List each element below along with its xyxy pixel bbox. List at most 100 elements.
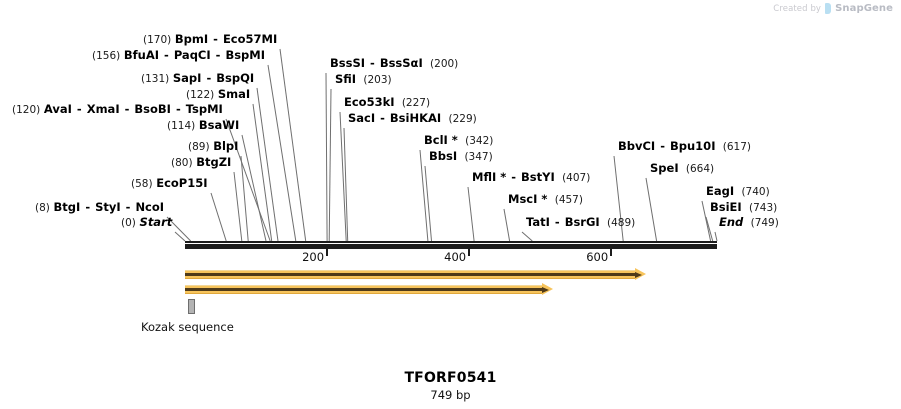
- site-enzyme-group: MscI *: [508, 192, 547, 206]
- site-enzyme-group: BtgI - StyI - NcoI: [54, 200, 165, 214]
- restriction-site-label[interactable]: (156) BfuAI - PaqCI - BspMI: [92, 49, 265, 63]
- enzyme-name[interactable]: NcoI: [135, 200, 165, 214]
- site-position: (203): [363, 74, 392, 86]
- enzyme-name[interactable]: AvaI: [43, 102, 72, 116]
- restriction-site-label[interactable]: EagI (740): [706, 185, 770, 199]
- snapgene-watermark: Created by SnapGene: [773, 3, 893, 14]
- restriction-site-label[interactable]: (89) BlpI: [188, 140, 238, 154]
- enzyme-name[interactable]: Start: [139, 215, 173, 229]
- kozak-sequence-feature[interactable]: [188, 299, 195, 314]
- restriction-site-label[interactable]: SacI - BsiHKAI (229): [348, 112, 477, 126]
- enzyme-name[interactable]: TatI: [526, 215, 550, 229]
- site-position: (156): [92, 50, 121, 62]
- enzyme-name[interactable]: BsoBI: [134, 102, 171, 116]
- site-enzyme-group: SfiI: [335, 72, 356, 86]
- enzyme-name[interactable]: StyI: [95, 200, 121, 214]
- restriction-site-label[interactable]: Eco53kI (227): [344, 96, 430, 110]
- kozak-sequence-label: Kozak sequence: [141, 320, 234, 334]
- enzyme-name[interactable]: SfiI: [335, 72, 357, 86]
- site-enzyme-group: MflI * - BstYI: [472, 170, 555, 184]
- watermark-brand: SnapGene: [835, 3, 893, 14]
- site-enzyme-group: SacI - BsiHKAI: [348, 111, 441, 125]
- restriction-site-label[interactable]: (8) BtgI - StyI - NcoI: [35, 201, 164, 215]
- enzyme-name[interactable]: BclI *: [424, 133, 458, 147]
- enzyme-name[interactable]: Eco57MI: [222, 32, 278, 46]
- site-enzyme-group: End: [719, 215, 743, 229]
- restriction-site-label[interactable]: (131) SapI - BspQI: [141, 72, 254, 86]
- sequence-name: TFORF0541: [404, 370, 497, 386]
- enzyme-name[interactable]: BpmI: [174, 32, 209, 46]
- restriction-site-label[interactable]: MscI * (457): [508, 193, 583, 207]
- restriction-site-label[interactable]: BsiEI (743): [710, 201, 777, 215]
- site-position: (743): [749, 202, 778, 214]
- enzyme-name[interactable]: SmaI: [217, 87, 251, 101]
- site-position: (80): [171, 157, 193, 169]
- enzyme-name[interactable]: MflI *: [472, 170, 507, 184]
- orf-arrowhead-core: [635, 271, 642, 278]
- restriction-site-label[interactable]: SfiI (203): [335, 73, 392, 87]
- restriction-site-label[interactable]: BbvCI - Bpu10I (617): [618, 140, 751, 154]
- site-position: (740): [741, 186, 770, 198]
- enzyme-separator: -: [72, 102, 86, 116]
- enzyme-separator: -: [209, 32, 222, 46]
- enzyme-name[interactable]: BtgZI: [196, 155, 232, 169]
- restriction-site-label[interactable]: TatI - BsrGI (489): [526, 216, 635, 230]
- enzyme-name[interactable]: BstYI: [521, 170, 555, 184]
- enzyme-name[interactable]: BssSαI: [379, 56, 423, 70]
- site-position: (8): [35, 202, 50, 214]
- enzyme-name[interactable]: BspMI: [225, 48, 266, 62]
- site-position: (342): [465, 135, 494, 147]
- enzyme-name[interactable]: SpeI: [650, 161, 679, 175]
- enzyme-name[interactable]: BsiEI: [710, 200, 742, 214]
- restriction-site-label[interactable]: BssSI - BssSαI (200): [330, 57, 458, 71]
- site-position: (489): [607, 217, 636, 229]
- enzyme-name[interactable]: BsaWI: [198, 118, 240, 132]
- restriction-site-label[interactable]: (80) BtgZI: [171, 156, 231, 170]
- orf-core-line: [185, 273, 635, 276]
- restriction-site-label[interactable]: (170) BpmI - Eco57MI: [143, 33, 277, 47]
- enzyme-name[interactable]: EagI: [706, 184, 735, 198]
- restriction-site-label[interactable]: (0) Start: [121, 216, 172, 230]
- enzyme-name[interactable]: Eco53kI: [344, 95, 395, 109]
- restriction-site-label[interactable]: (58) EcoP15I: [131, 177, 208, 191]
- enzyme-name[interactable]: Bpu10I: [670, 139, 716, 153]
- restriction-site-label[interactable]: BclI * (342): [424, 134, 493, 148]
- enzyme-name[interactable]: BsiHKAI: [389, 111, 442, 125]
- enzyme-name[interactable]: BbvCI: [618, 139, 656, 153]
- enzyme-name[interactable]: EcoP15I: [156, 176, 208, 190]
- site-position: (120): [12, 104, 41, 116]
- enzyme-name[interactable]: BfuAI: [123, 48, 160, 62]
- enzyme-separator: -: [507, 170, 521, 184]
- enzyme-name[interactable]: End: [719, 215, 744, 229]
- enzyme-name[interactable]: MscI *: [508, 192, 548, 206]
- restriction-site-label[interactable]: BbsI (347): [429, 150, 493, 164]
- enzyme-name[interactable]: PaqCI: [173, 48, 211, 62]
- enzyme-name[interactable]: SacI: [348, 111, 376, 125]
- sequence-backbone: [185, 243, 717, 249]
- restriction-site-label[interactable]: End (749): [719, 216, 779, 230]
- enzyme-name[interactable]: BssSI: [330, 56, 366, 70]
- restriction-site-label[interactable]: SpeI (664): [650, 162, 714, 176]
- site-enzyme-group: BlpI: [213, 139, 238, 153]
- enzyme-name[interactable]: SapI: [172, 71, 202, 85]
- site-enzyme-group: BclI *: [424, 133, 458, 147]
- enzyme-separator: -: [171, 102, 185, 116]
- enzyme-name[interactable]: BsrGI: [564, 215, 600, 229]
- ruler-tick-label: 400: [444, 250, 467, 264]
- restriction-site-label[interactable]: (120) AvaI - XmaI - BsoBI - TspMI: [12, 103, 223, 117]
- enzyme-name[interactable]: TspMI: [185, 102, 223, 116]
- site-position: (131): [141, 73, 170, 85]
- enzyme-name[interactable]: BbsI: [429, 149, 458, 163]
- enzyme-separator: -: [160, 48, 173, 62]
- restriction-site-label[interactable]: (114) BsaWI: [167, 119, 239, 133]
- enzyme-name[interactable]: XmaI: [86, 102, 120, 116]
- enzyme-name[interactable]: BspQI: [216, 71, 255, 85]
- site-position: (89): [188, 141, 210, 153]
- site-position: (664): [685, 163, 715, 175]
- site-enzyme-group: Start: [140, 215, 173, 229]
- restriction-site-label[interactable]: MflI * - BstYI (407): [472, 171, 590, 185]
- enzyme-name[interactable]: BtgI: [53, 200, 81, 214]
- restriction-site-label[interactable]: (122) SmaI: [186, 88, 250, 102]
- enzyme-name[interactable]: BlpI: [213, 139, 239, 153]
- ruler-tick-label: 600: [586, 250, 609, 264]
